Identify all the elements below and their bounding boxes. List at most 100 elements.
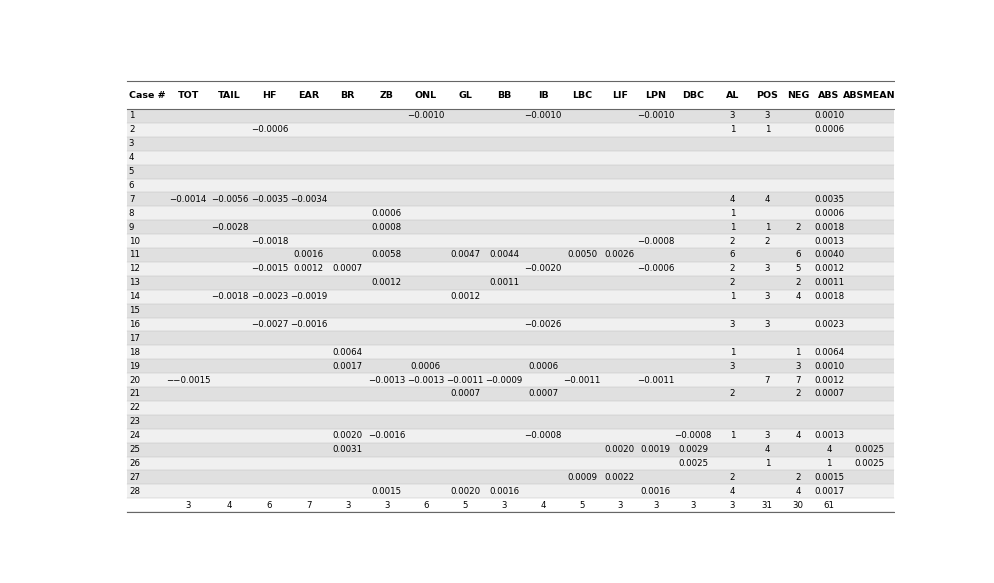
Text: 0.0019: 0.0019 bbox=[641, 445, 671, 454]
Text: 0.0040: 0.0040 bbox=[814, 251, 844, 259]
Text: 5: 5 bbox=[129, 167, 134, 176]
Bar bbox=[126, 248, 894, 262]
Text: 10: 10 bbox=[129, 237, 140, 245]
Text: 16: 16 bbox=[129, 320, 140, 329]
Text: 19: 19 bbox=[129, 361, 140, 371]
Text: −0.0023: −0.0023 bbox=[250, 292, 288, 301]
Text: 0.0007: 0.0007 bbox=[528, 389, 559, 398]
Text: −0.0006: −0.0006 bbox=[250, 125, 288, 134]
Bar bbox=[126, 470, 894, 484]
Text: 25: 25 bbox=[129, 445, 140, 454]
Text: 6: 6 bbox=[129, 181, 134, 190]
Text: 2: 2 bbox=[795, 389, 801, 398]
Text: −0.0010: −0.0010 bbox=[637, 111, 674, 121]
Text: −0.0026: −0.0026 bbox=[525, 320, 562, 329]
Text: 0.0064: 0.0064 bbox=[333, 348, 363, 357]
Text: 23: 23 bbox=[129, 417, 140, 426]
Text: 4: 4 bbox=[764, 445, 770, 454]
Text: 4: 4 bbox=[227, 501, 233, 510]
Text: 0.0010: 0.0010 bbox=[814, 361, 844, 371]
Text: GL: GL bbox=[458, 90, 472, 100]
Bar bbox=[126, 151, 894, 164]
Text: 2: 2 bbox=[795, 473, 801, 482]
Text: HF: HF bbox=[262, 90, 276, 100]
Text: 3: 3 bbox=[764, 111, 770, 121]
Text: 0.0020: 0.0020 bbox=[333, 431, 363, 440]
Text: 3: 3 bbox=[653, 501, 658, 510]
Text: 3: 3 bbox=[186, 501, 191, 510]
Bar bbox=[126, 276, 894, 290]
Text: 0.0008: 0.0008 bbox=[372, 223, 402, 231]
Text: 5: 5 bbox=[580, 501, 584, 510]
Text: 1: 1 bbox=[730, 209, 736, 218]
Text: ABSMEAN: ABSMEAN bbox=[843, 90, 896, 100]
Text: 30: 30 bbox=[792, 501, 804, 510]
Text: 6: 6 bbox=[423, 501, 428, 510]
Text: 0.0017: 0.0017 bbox=[814, 487, 844, 496]
Text: −0.0008: −0.0008 bbox=[525, 431, 562, 440]
Text: 0.0031: 0.0031 bbox=[333, 445, 363, 454]
Text: 0.0016: 0.0016 bbox=[489, 487, 519, 496]
Text: 26: 26 bbox=[129, 459, 140, 468]
Text: 3: 3 bbox=[384, 501, 390, 510]
Text: 24: 24 bbox=[129, 431, 140, 440]
Text: 3: 3 bbox=[795, 361, 801, 371]
Text: 2: 2 bbox=[795, 223, 801, 231]
Text: ZB: ZB bbox=[380, 90, 394, 100]
Bar bbox=[126, 206, 894, 220]
Text: 27: 27 bbox=[129, 473, 140, 482]
Text: IB: IB bbox=[538, 90, 549, 100]
Text: 0.0007: 0.0007 bbox=[333, 264, 363, 273]
Bar bbox=[126, 442, 894, 456]
Text: 3: 3 bbox=[764, 292, 770, 301]
Text: 3: 3 bbox=[764, 320, 770, 329]
Text: BB: BB bbox=[497, 90, 511, 100]
Text: 0.0012: 0.0012 bbox=[450, 292, 480, 301]
Text: 3: 3 bbox=[129, 139, 134, 148]
Text: 0.0025: 0.0025 bbox=[854, 445, 885, 454]
Text: EAR: EAR bbox=[298, 90, 319, 100]
Text: 18: 18 bbox=[129, 348, 140, 357]
Text: −0.0014: −0.0014 bbox=[170, 195, 207, 204]
Text: 3: 3 bbox=[764, 264, 770, 273]
Text: 0.0050: 0.0050 bbox=[568, 251, 597, 259]
Bar bbox=[126, 109, 894, 123]
Text: 6: 6 bbox=[266, 501, 272, 510]
Text: TOT: TOT bbox=[178, 90, 199, 100]
Text: 3: 3 bbox=[764, 431, 770, 440]
Text: 0.0035: 0.0035 bbox=[814, 195, 844, 204]
Text: 0.0023: 0.0023 bbox=[814, 320, 844, 329]
Text: −0.0010: −0.0010 bbox=[525, 111, 562, 121]
Text: 3: 3 bbox=[730, 501, 736, 510]
Text: −0.0034: −0.0034 bbox=[290, 195, 327, 204]
Text: 0.0007: 0.0007 bbox=[814, 389, 844, 398]
Text: 31: 31 bbox=[761, 501, 772, 510]
Text: −0.0011: −0.0011 bbox=[564, 375, 601, 385]
Text: −0.0035: −0.0035 bbox=[250, 195, 288, 204]
Text: 1: 1 bbox=[764, 223, 770, 231]
Text: 0.0016: 0.0016 bbox=[641, 487, 671, 496]
Text: 3: 3 bbox=[730, 111, 736, 121]
Text: 6: 6 bbox=[795, 251, 801, 259]
Text: 3: 3 bbox=[691, 501, 696, 510]
Text: 0.0026: 0.0026 bbox=[604, 251, 635, 259]
Text: 4: 4 bbox=[764, 195, 770, 204]
Text: 2: 2 bbox=[730, 473, 736, 482]
Text: 5: 5 bbox=[462, 501, 468, 510]
Text: 0.0013: 0.0013 bbox=[814, 237, 844, 245]
Bar bbox=[126, 415, 894, 429]
Text: 2: 2 bbox=[730, 237, 736, 245]
Text: −0.0009: −0.0009 bbox=[485, 375, 523, 385]
Text: 0.0029: 0.0029 bbox=[678, 445, 709, 454]
Text: −0.0006: −0.0006 bbox=[637, 264, 674, 273]
Text: 8: 8 bbox=[129, 209, 134, 218]
Text: 4: 4 bbox=[795, 292, 801, 301]
Text: 1: 1 bbox=[795, 348, 801, 357]
Text: TAIL: TAIL bbox=[218, 90, 241, 100]
Bar bbox=[126, 192, 894, 206]
Text: 7: 7 bbox=[764, 375, 770, 385]
Bar bbox=[126, 345, 894, 359]
Text: −0.0016: −0.0016 bbox=[290, 320, 327, 329]
Text: 7: 7 bbox=[306, 501, 311, 510]
Text: 6: 6 bbox=[730, 251, 736, 259]
